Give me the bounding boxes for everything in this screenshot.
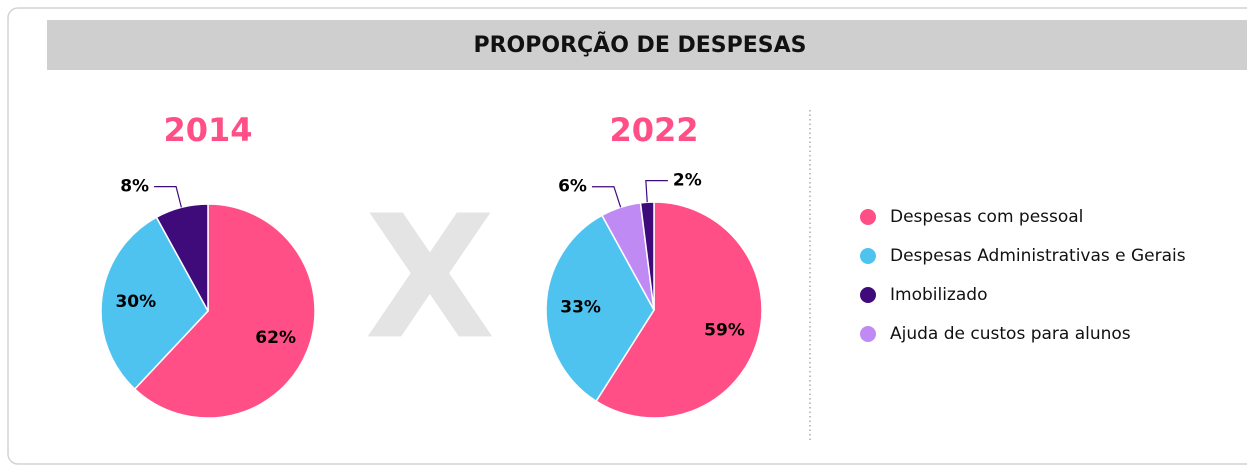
header-title: PROPORÇÃO DE DESPESAS bbox=[473, 32, 806, 58]
pie-slice bbox=[155, 203, 209, 312]
pie-slice bbox=[639, 201, 655, 311]
legend-label: Imobilizado bbox=[890, 285, 987, 305]
legend-swatch bbox=[860, 287, 876, 303]
legend-label: Despesas Administrativas e Gerais bbox=[890, 246, 1186, 266]
pie-slice bbox=[133, 203, 316, 419]
value-label: 59% bbox=[704, 320, 745, 340]
legend-label: Despesas com pessoal bbox=[890, 207, 1083, 227]
leader-line bbox=[154, 186, 182, 208]
legend-label: Ajuda de custos para alunos bbox=[890, 324, 1131, 344]
legend-swatch bbox=[860, 209, 876, 225]
value-label: 6% bbox=[558, 177, 587, 197]
leader-line bbox=[645, 180, 668, 203]
pie-title: 2022 bbox=[609, 111, 698, 149]
value-label: 30% bbox=[115, 292, 156, 312]
value-label: 8% bbox=[120, 177, 149, 197]
pie-title: 2014 bbox=[163, 111, 252, 149]
leader-line bbox=[591, 186, 622, 208]
pie-slice bbox=[595, 201, 763, 419]
versus-mark: X bbox=[364, 179, 495, 377]
legend-swatch bbox=[860, 326, 876, 342]
value-label: 33% bbox=[560, 298, 601, 318]
legend-swatch bbox=[860, 248, 876, 264]
pie-slice bbox=[100, 216, 209, 391]
header-bar bbox=[47, 20, 1247, 70]
value-label: 2% bbox=[673, 171, 702, 191]
value-label: 62% bbox=[255, 328, 296, 348]
